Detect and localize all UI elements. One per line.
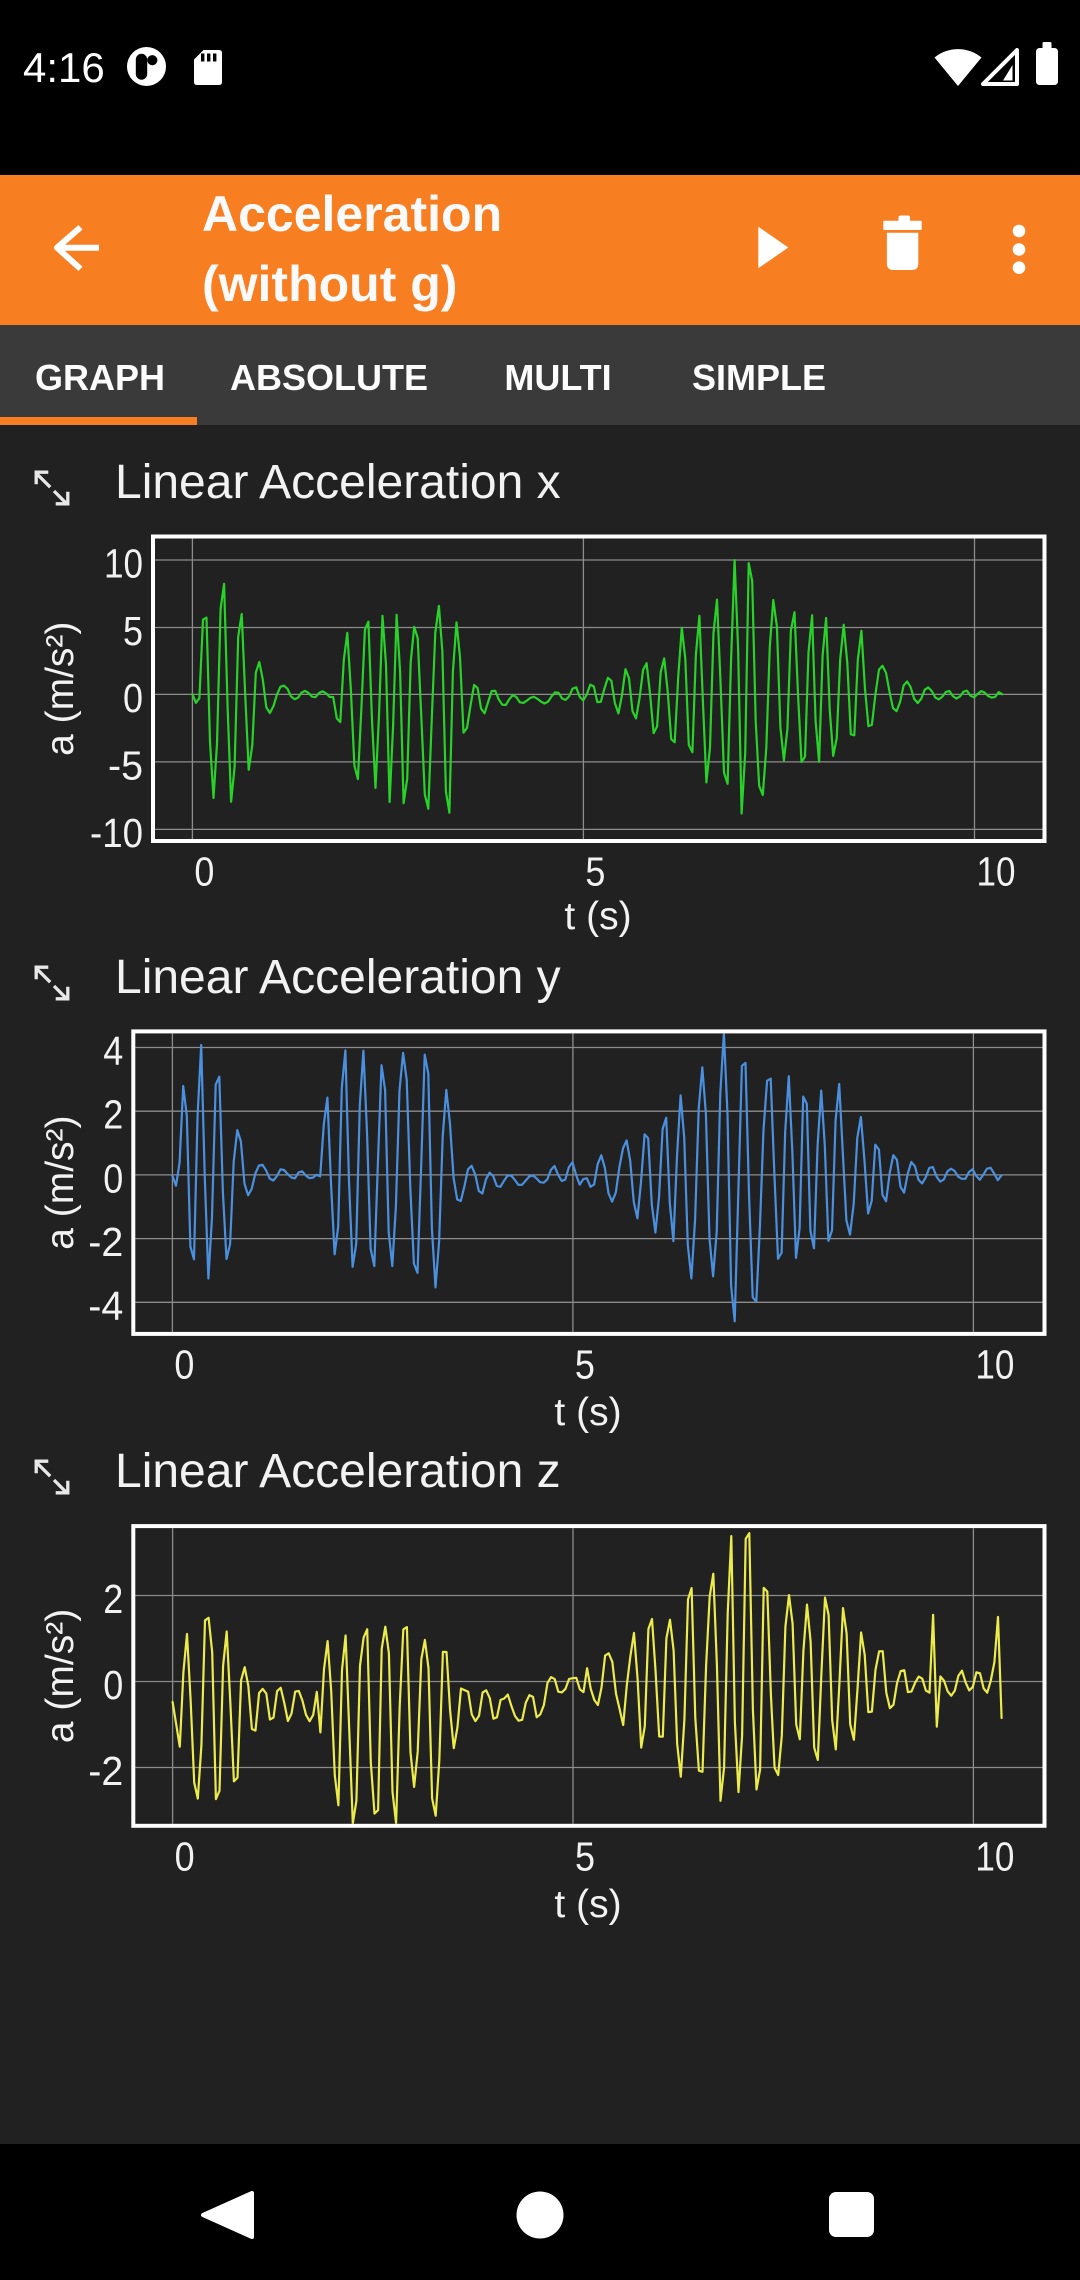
svg-text:10: 10 [104,541,143,587]
svg-text:0: 0 [123,675,143,721]
svg-text:5: 5 [123,608,143,654]
svg-text:0: 0 [194,849,214,895]
svg-text:-10: -10 [90,810,143,856]
svg-text:0: 0 [175,1833,195,1879]
svg-text:-5: -5 [108,742,143,788]
svg-text:0: 0 [103,1662,123,1708]
svg-text:0: 0 [174,1341,194,1387]
svg-text:-2: -2 [88,1219,123,1265]
svg-text:t (s): t (s) [554,1883,621,1926]
svg-text:-4: -4 [88,1283,123,1329]
svg-text:a (m/s²): a (m/s²) [39,1609,82,1743]
svg-text:10: 10 [975,1341,1014,1387]
svg-text:0: 0 [103,1155,123,1201]
svg-text:5: 5 [575,1341,595,1387]
svg-text:5: 5 [575,1833,595,1879]
svg-text:4: 4 [103,1028,123,1074]
svg-text:-2: -2 [88,1748,123,1794]
svg-text:10: 10 [975,1833,1014,1879]
svg-text:a (m/s²): a (m/s²) [39,1115,82,1249]
svg-text:2: 2 [103,1092,123,1138]
svg-text:2: 2 [103,1576,123,1622]
svg-text:a (m/s²): a (m/s²) [39,622,82,756]
svg-text:5: 5 [585,849,605,895]
svg-text:t (s): t (s) [554,1391,621,1434]
svg-text:10: 10 [977,849,1016,895]
svg-text:t (s): t (s) [564,895,631,938]
